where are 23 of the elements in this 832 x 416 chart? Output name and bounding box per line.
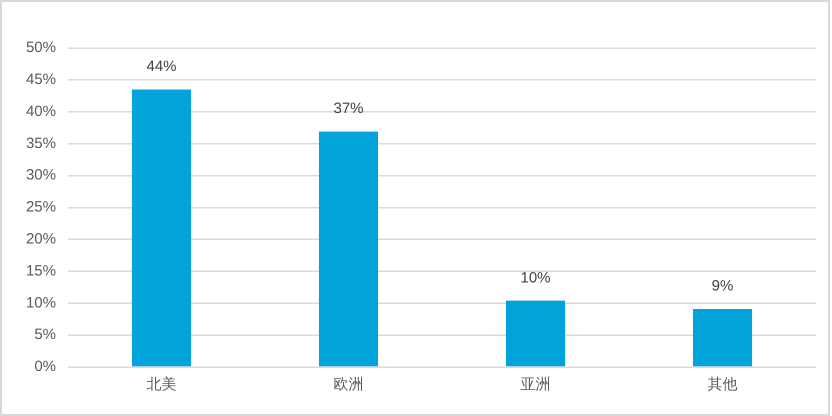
y-tick-label: 15% bbox=[26, 262, 56, 280]
x-tick-label: 北美 bbox=[146, 376, 176, 394]
y-tick-label: 30% bbox=[26, 166, 56, 184]
data-label: 37% bbox=[333, 100, 364, 118]
y-tick-label: 50% bbox=[26, 39, 56, 56]
y-tick-label: 20% bbox=[26, 230, 56, 248]
y-tick-label: 45% bbox=[26, 71, 56, 88]
y-tick-label: 40% bbox=[26, 102, 56, 120]
y-tick-label: 10% bbox=[26, 294, 56, 312]
x-tick-label: 其他 bbox=[708, 376, 738, 394]
bar bbox=[692, 308, 752, 366]
y-tick-label: 25% bbox=[26, 198, 56, 216]
data-label: 9% bbox=[712, 278, 734, 295]
data-label: 44% bbox=[146, 58, 177, 76]
data-label: 10% bbox=[520, 269, 551, 286]
bar bbox=[132, 89, 192, 366]
y-tick-label: 0% bbox=[34, 358, 56, 376]
bar bbox=[318, 132, 378, 366]
bar bbox=[506, 300, 566, 366]
x-tick-label: 亚洲 bbox=[520, 376, 550, 394]
x-tick-label: 欧洲 bbox=[334, 376, 364, 394]
y-tick-label: 5% bbox=[34, 326, 56, 344]
y-tick-label: 35% bbox=[26, 134, 56, 152]
